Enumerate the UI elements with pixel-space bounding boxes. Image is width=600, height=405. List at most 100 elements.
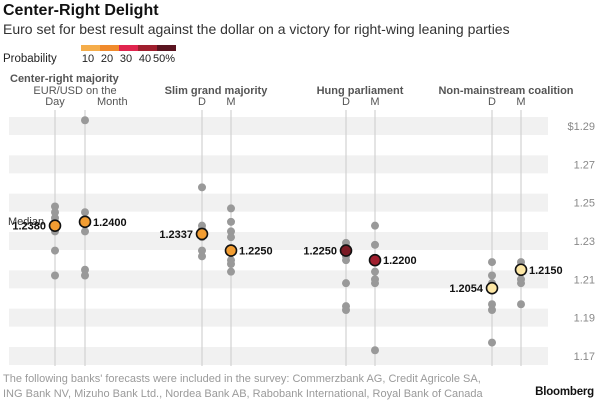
- source-note: The following banks' forecasts were incl…: [3, 373, 483, 400]
- forecast-column: 1.2150: [514, 110, 563, 366]
- grid-band: [9, 347, 548, 365]
- forecast-dot: [51, 271, 59, 280]
- median-value-label: 1.2400: [93, 217, 127, 229]
- median-value-label: 1.2054: [449, 283, 484, 295]
- legend-ticks: 10 20 30 40 50%: [82, 53, 175, 65]
- horizon-label-d-nm: D: [488, 96, 496, 108]
- forecast-dot: [81, 116, 89, 125]
- forecast-dot: [371, 346, 379, 355]
- grid-band: [9, 232, 548, 250]
- forecast-dot: [371, 221, 379, 230]
- forecast-column: 1.2054: [449, 110, 499, 366]
- forecast-dot: [227, 204, 235, 213]
- band-layer: [9, 117, 548, 365]
- forecast-dot: [342, 306, 350, 314]
- forecast-dot: [227, 267, 235, 276]
- chart-title: Center-Right Delight: [3, 2, 159, 19]
- legend-tick-label: 10: [82, 53, 94, 65]
- forecast-column: 1.2250: [224, 110, 273, 366]
- horizon-label-day-cr: Day: [45, 96, 65, 108]
- horizon-label-month-cr: Month: [97, 96, 128, 108]
- y-axis-labels: $1.29 1.27 1.25 1.23 1.21 1.19 1.17: [567, 121, 595, 363]
- y-tick-label: 1.25: [574, 198, 595, 210]
- forecast-dot: [227, 233, 235, 242]
- forecast-dot: [51, 208, 59, 217]
- median-dot: [368, 253, 382, 267]
- legend-swatch: [100, 45, 119, 51]
- forecast-dot: [342, 279, 350, 288]
- probability-legend: Probability 10 20 30 40 50%: [3, 45, 176, 65]
- forecast-dot: [488, 271, 496, 280]
- y-tick-label: 1.19: [574, 313, 595, 325]
- forecast-dot: [51, 202, 59, 211]
- median-dot: [195, 227, 209, 241]
- forecast-dot: [227, 260, 235, 268]
- horizon-label-d-hp: D: [342, 96, 350, 108]
- forecast-dot: [488, 258, 496, 267]
- median-dot: [48, 219, 62, 232]
- forecast-dot: [517, 300, 525, 309]
- median-value-label: 1.2200: [383, 255, 417, 267]
- forecast-column: 1.2250: [303, 110, 353, 366]
- forecast-dot: [488, 338, 496, 347]
- forecast-dot: [488, 306, 496, 314]
- median-value-label: 1.2150: [529, 265, 563, 277]
- forecast-dot: [517, 279, 525, 288]
- legend-swatch: [157, 45, 176, 51]
- horizon-label-m-nm: M: [516, 96, 525, 108]
- dot-plot: $1.29 1.27 1.25 1.23 1.21 1.19 1.17 Probabilit…: [3, 45, 595, 366]
- forecast-dot: [198, 246, 206, 255]
- median-value-label: 1.2380: [12, 221, 46, 233]
- legend-swatch: [119, 45, 138, 51]
- legend-swatch: [81, 45, 100, 51]
- legend-tick-label: 30: [120, 53, 132, 65]
- y-tick-label: 1.17: [574, 351, 595, 363]
- forecast-dot: [371, 279, 379, 288]
- horizon-label-m-sg: M: [226, 96, 235, 108]
- median-label: Median: [8, 216, 44, 228]
- y-tick-label: $1.29: [567, 121, 595, 133]
- legend-tick-label: 50%: [153, 53, 175, 65]
- forecast-dot: [488, 300, 496, 309]
- forecast-columns: 1.2380 1.2400 1.2337 1.2250 1.2250 1.2200 1.20…: [12, 110, 563, 366]
- forecast-dot: [198, 252, 206, 261]
- forecast-dot: [227, 217, 235, 226]
- forecast-column: 1.2400: [78, 110, 127, 366]
- forecast-dot: [371, 240, 379, 249]
- median-value-label: 1.2250: [303, 246, 337, 258]
- y-tick-label: 1.23: [574, 236, 595, 248]
- horizon-label-d-sg: D: [198, 96, 206, 108]
- forecast-dot: [227, 227, 235, 236]
- forecast-column: 1.2380: [12, 110, 62, 366]
- forecast-dot: [81, 208, 89, 217]
- forecast-dot: [81, 265, 89, 274]
- horizon-label-m-hp: M: [370, 96, 379, 108]
- median-dot: [78, 215, 92, 229]
- forecast-dot: [81, 271, 89, 280]
- chart-subtitle: Euro set for best result against the dol…: [3, 21, 510, 37]
- median-dot: [514, 263, 528, 277]
- forecast-column: 1.2337: [159, 110, 209, 366]
- grid-band: [9, 155, 548, 174]
- forecast-dot: [371, 267, 379, 276]
- forecast-dot: [51, 246, 59, 255]
- scenario-header-non-mainstream: Non-mainstream coalition: [438, 85, 573, 97]
- grid-band: [9, 308, 548, 327]
- median-dot: [224, 244, 238, 257]
- scenario-header-slim-grand: Slim grand majority: [165, 85, 269, 97]
- grid-band: [9, 270, 548, 289]
- legend-title: Probability: [3, 53, 57, 65]
- grid-band: [9, 117, 548, 135]
- forecast-dot: [198, 183, 206, 192]
- median-value-label: 1.2250: [239, 246, 273, 258]
- bloomberg-logo: Bloomberg: [535, 386, 594, 398]
- y-tick-label: 1.27: [574, 159, 595, 171]
- grid-band: [9, 193, 548, 212]
- median-dot: [485, 281, 499, 295]
- y-tick-label: 1.21: [574, 274, 595, 286]
- forecast-column: 1.2200: [368, 110, 417, 366]
- y-unit-label: EUR/USD on the: [33, 85, 116, 97]
- scenario-header-hung: Hung parliament: [317, 85, 404, 97]
- legend-swatches: [81, 45, 176, 51]
- scenario-header-center-right: Center-right majority: [10, 73, 120, 85]
